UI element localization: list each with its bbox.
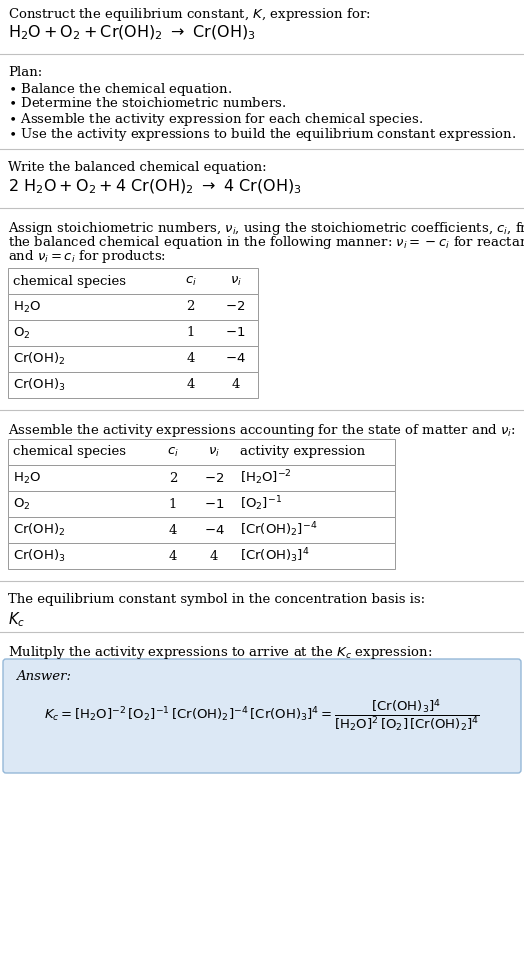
Text: $\mathrm{O_2}$: $\mathrm{O_2}$ [13, 496, 30, 511]
Text: $\nu_i$: $\nu_i$ [230, 274, 242, 288]
Text: The equilibrium constant symbol in the concentration basis is:: The equilibrium constant symbol in the c… [8, 593, 425, 606]
Bar [8, 268, 258, 294]
FancyBboxPatch shape [3, 659, 521, 773]
Text: $\mathrm{H_2O + O_2 + Cr(OH)_2\ \rightarrow\ Cr(OH)_3}$: $\mathrm{H_2O + O_2 + Cr(OH)_2\ \rightar… [8, 24, 256, 42]
Text: 4: 4 [169, 523, 177, 537]
Text: Assemble the activity expressions accounting for the state of matter and $\nu_i$: Assemble the activity expressions accoun… [8, 422, 516, 439]
Text: $c_i$: $c_i$ [184, 274, 196, 288]
Bar [8, 372, 258, 398]
Text: $\bullet$ Balance the chemical equation.: $\bullet$ Balance the chemical equation. [8, 81, 233, 98]
Bar [8, 543, 395, 569]
Text: 4: 4 [210, 549, 218, 563]
Text: and $\nu_i = c_i$ for products:: and $\nu_i = c_i$ for products: [8, 248, 166, 265]
Text: $-2$: $-2$ [225, 300, 246, 314]
Text: Assign stoichiometric numbers, $\nu_i$, using the stoichiometric coefficients, $: Assign stoichiometric numbers, $\nu_i$, … [8, 220, 524, 237]
Text: $K_c$: $K_c$ [8, 610, 25, 629]
Text: $[\mathrm{Cr(OH)_2}]^{-4}$: $[\mathrm{Cr(OH)_2}]^{-4}$ [240, 521, 318, 539]
Text: 1: 1 [187, 326, 195, 340]
Text: $\mathrm{Cr(OH)_2}$: $\mathrm{Cr(OH)_2}$ [13, 522, 66, 538]
Text: 4: 4 [187, 378, 195, 392]
Text: activity expression: activity expression [240, 446, 365, 458]
Text: $-4$: $-4$ [204, 523, 224, 537]
Text: 2: 2 [187, 300, 195, 314]
Text: Mulitply the activity expressions to arrive at the $K_c$ expression:: Mulitply the activity expressions to arr… [8, 644, 432, 661]
Text: $\mathrm{Cr(OH)_3}$: $\mathrm{Cr(OH)_3}$ [13, 377, 66, 393]
Text: chemical species: chemical species [13, 446, 126, 458]
Bar [8, 517, 395, 543]
Text: 4: 4 [169, 549, 177, 563]
Text: $\mathrm{H_2O}$: $\mathrm{H_2O}$ [13, 299, 41, 315]
Text: 1: 1 [169, 498, 177, 510]
Text: Plan:: Plan: [8, 66, 42, 79]
Bar [8, 491, 395, 517]
Text: $-4$: $-4$ [225, 352, 246, 366]
Text: Construct the equilibrium constant, $K$, expression for:: Construct the equilibrium constant, $K$,… [8, 6, 370, 23]
Text: Answer:: Answer: [16, 670, 71, 683]
Text: $-1$: $-1$ [225, 326, 246, 340]
Bar [8, 294, 258, 320]
Text: chemical species: chemical species [13, 274, 126, 288]
Text: $K_c = [\mathrm{H_2O}]^{-2}\,[\mathrm{O_2}]^{-1}\,[\mathrm{Cr(OH)_2}]^{-4}\,[\ma: $K_c = [\mathrm{H_2O}]^{-2}\,[\mathrm{O_… [44, 698, 480, 734]
Text: Write the balanced chemical equation:: Write the balanced chemical equation: [8, 161, 267, 174]
Text: $[\mathrm{H_2O}]^{-2}$: $[\mathrm{H_2O}]^{-2}$ [240, 469, 292, 487]
Text: the balanced chemical equation in the following manner: $\nu_i = -c_i$ for react: the balanced chemical equation in the fo… [8, 234, 524, 251]
Text: $\nu_i$: $\nu_i$ [208, 446, 220, 458]
Bar [8, 465, 395, 491]
Text: $\mathrm{O_2}$: $\mathrm{O_2}$ [13, 325, 30, 341]
Text: 4: 4 [187, 352, 195, 366]
Text: $[\mathrm{O_2}]^{-1}$: $[\mathrm{O_2}]^{-1}$ [240, 495, 282, 513]
Text: 4: 4 [231, 378, 239, 392]
Text: $\bullet$ Assemble the activity expression for each chemical species.: $\bullet$ Assemble the activity expressi… [8, 111, 423, 128]
Text: $\mathrm{2\ H_2O + O_2 + 4\ Cr(OH)_2\ \rightarrow\ 4\ Cr(OH)_3}$: $\mathrm{2\ H_2O + O_2 + 4\ Cr(OH)_2\ \r… [8, 178, 302, 197]
Text: $\bullet$ Use the activity expressions to build the equilibrium constant express: $\bullet$ Use the activity expressions t… [8, 126, 516, 143]
Text: $\mathrm{Cr(OH)_3}$: $\mathrm{Cr(OH)_3}$ [13, 548, 66, 565]
Text: $-2$: $-2$ [204, 472, 224, 484]
Text: $\mathrm{H_2O}$: $\mathrm{H_2O}$ [13, 471, 41, 485]
Text: $c_i$: $c_i$ [167, 446, 179, 458]
Text: $[\mathrm{Cr(OH)_3}]^{4}$: $[\mathrm{Cr(OH)_3}]^{4}$ [240, 546, 310, 565]
Bar [8, 439, 395, 465]
Text: $\mathrm{Cr(OH)_2}$: $\mathrm{Cr(OH)_2}$ [13, 351, 66, 367]
Bar [8, 346, 258, 372]
Text: 2: 2 [169, 472, 177, 484]
Text: $-1$: $-1$ [204, 498, 224, 510]
Text: $\bullet$ Determine the stoichiometric numbers.: $\bullet$ Determine the stoichiometric n… [8, 96, 286, 110]
Bar [8, 320, 258, 346]
